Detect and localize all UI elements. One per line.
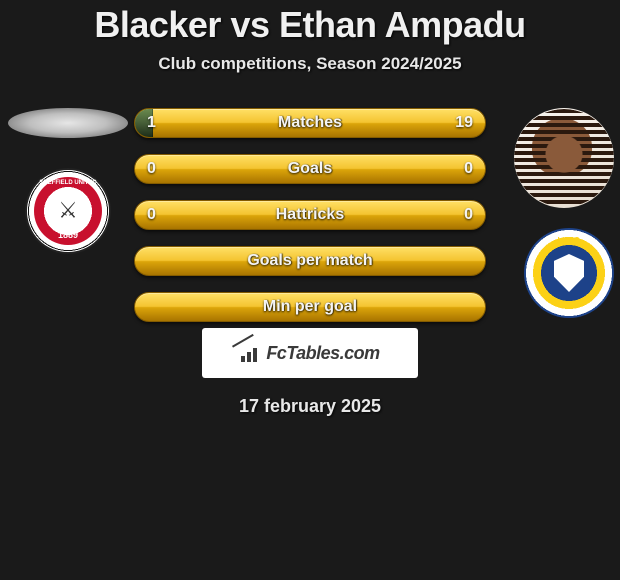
player-photo-right — [514, 108, 614, 208]
stat-pill: Goals per match — [134, 246, 486, 276]
club-badge-left-label: SHEFFIELD UNITED — [27, 180, 109, 186]
stat-value-right: 0 — [464, 201, 473, 229]
stat-label: Matches — [278, 114, 342, 132]
club-badge-right — [524, 228, 614, 318]
stat-value-left: 1 — [147, 109, 156, 137]
comparison-date: 17 february 2025 — [239, 396, 381, 417]
stat-pill: 0 Goals 0 — [134, 154, 486, 184]
stat-label: Hattricks — [276, 206, 344, 224]
stat-label: Goals per match — [247, 252, 372, 270]
stat-value-right: 0 — [464, 155, 473, 183]
subtitle: Club competitions, Season 2024/2025 — [158, 54, 461, 74]
stat-label: Goals — [288, 160, 332, 178]
left-player-column: SHEFFIELD UNITED ⚔ — [0, 108, 130, 254]
club-badge-left: SHEFFIELD UNITED ⚔ — [25, 168, 111, 254]
page-title: Blacker vs Ethan Ampadu — [94, 4, 525, 46]
comparison-card: Blacker vs Ethan Ampadu Club competition… — [0, 0, 620, 417]
stat-value-right: 19 — [455, 109, 473, 137]
brand-text: FcTables.com — [266, 343, 379, 364]
comparison-row: SHEFFIELD UNITED ⚔ 1 Matches 19 0 Goals 0 0 Hat… — [0, 108, 620, 322]
brand-badge[interactable]: FcTables.com — [202, 328, 418, 378]
stat-pill: 0 Hattricks 0 — [134, 200, 486, 230]
stat-value-left: 0 — [147, 155, 156, 183]
player-photo-left — [8, 108, 128, 138]
right-player-column — [490, 108, 620, 318]
stat-value-left: 0 — [147, 201, 156, 229]
stat-label: Min per goal — [263, 298, 357, 316]
swords-icon: ⚔ — [58, 197, 78, 223]
stat-pill: Min per goal — [134, 292, 486, 322]
bar-chart-icon — [240, 344, 262, 362]
stats-column: 1 Matches 19 0 Goals 0 0 Hattricks 0 Goals per ma… — [130, 108, 490, 322]
stat-pill: 1 Matches 19 — [134, 108, 486, 138]
